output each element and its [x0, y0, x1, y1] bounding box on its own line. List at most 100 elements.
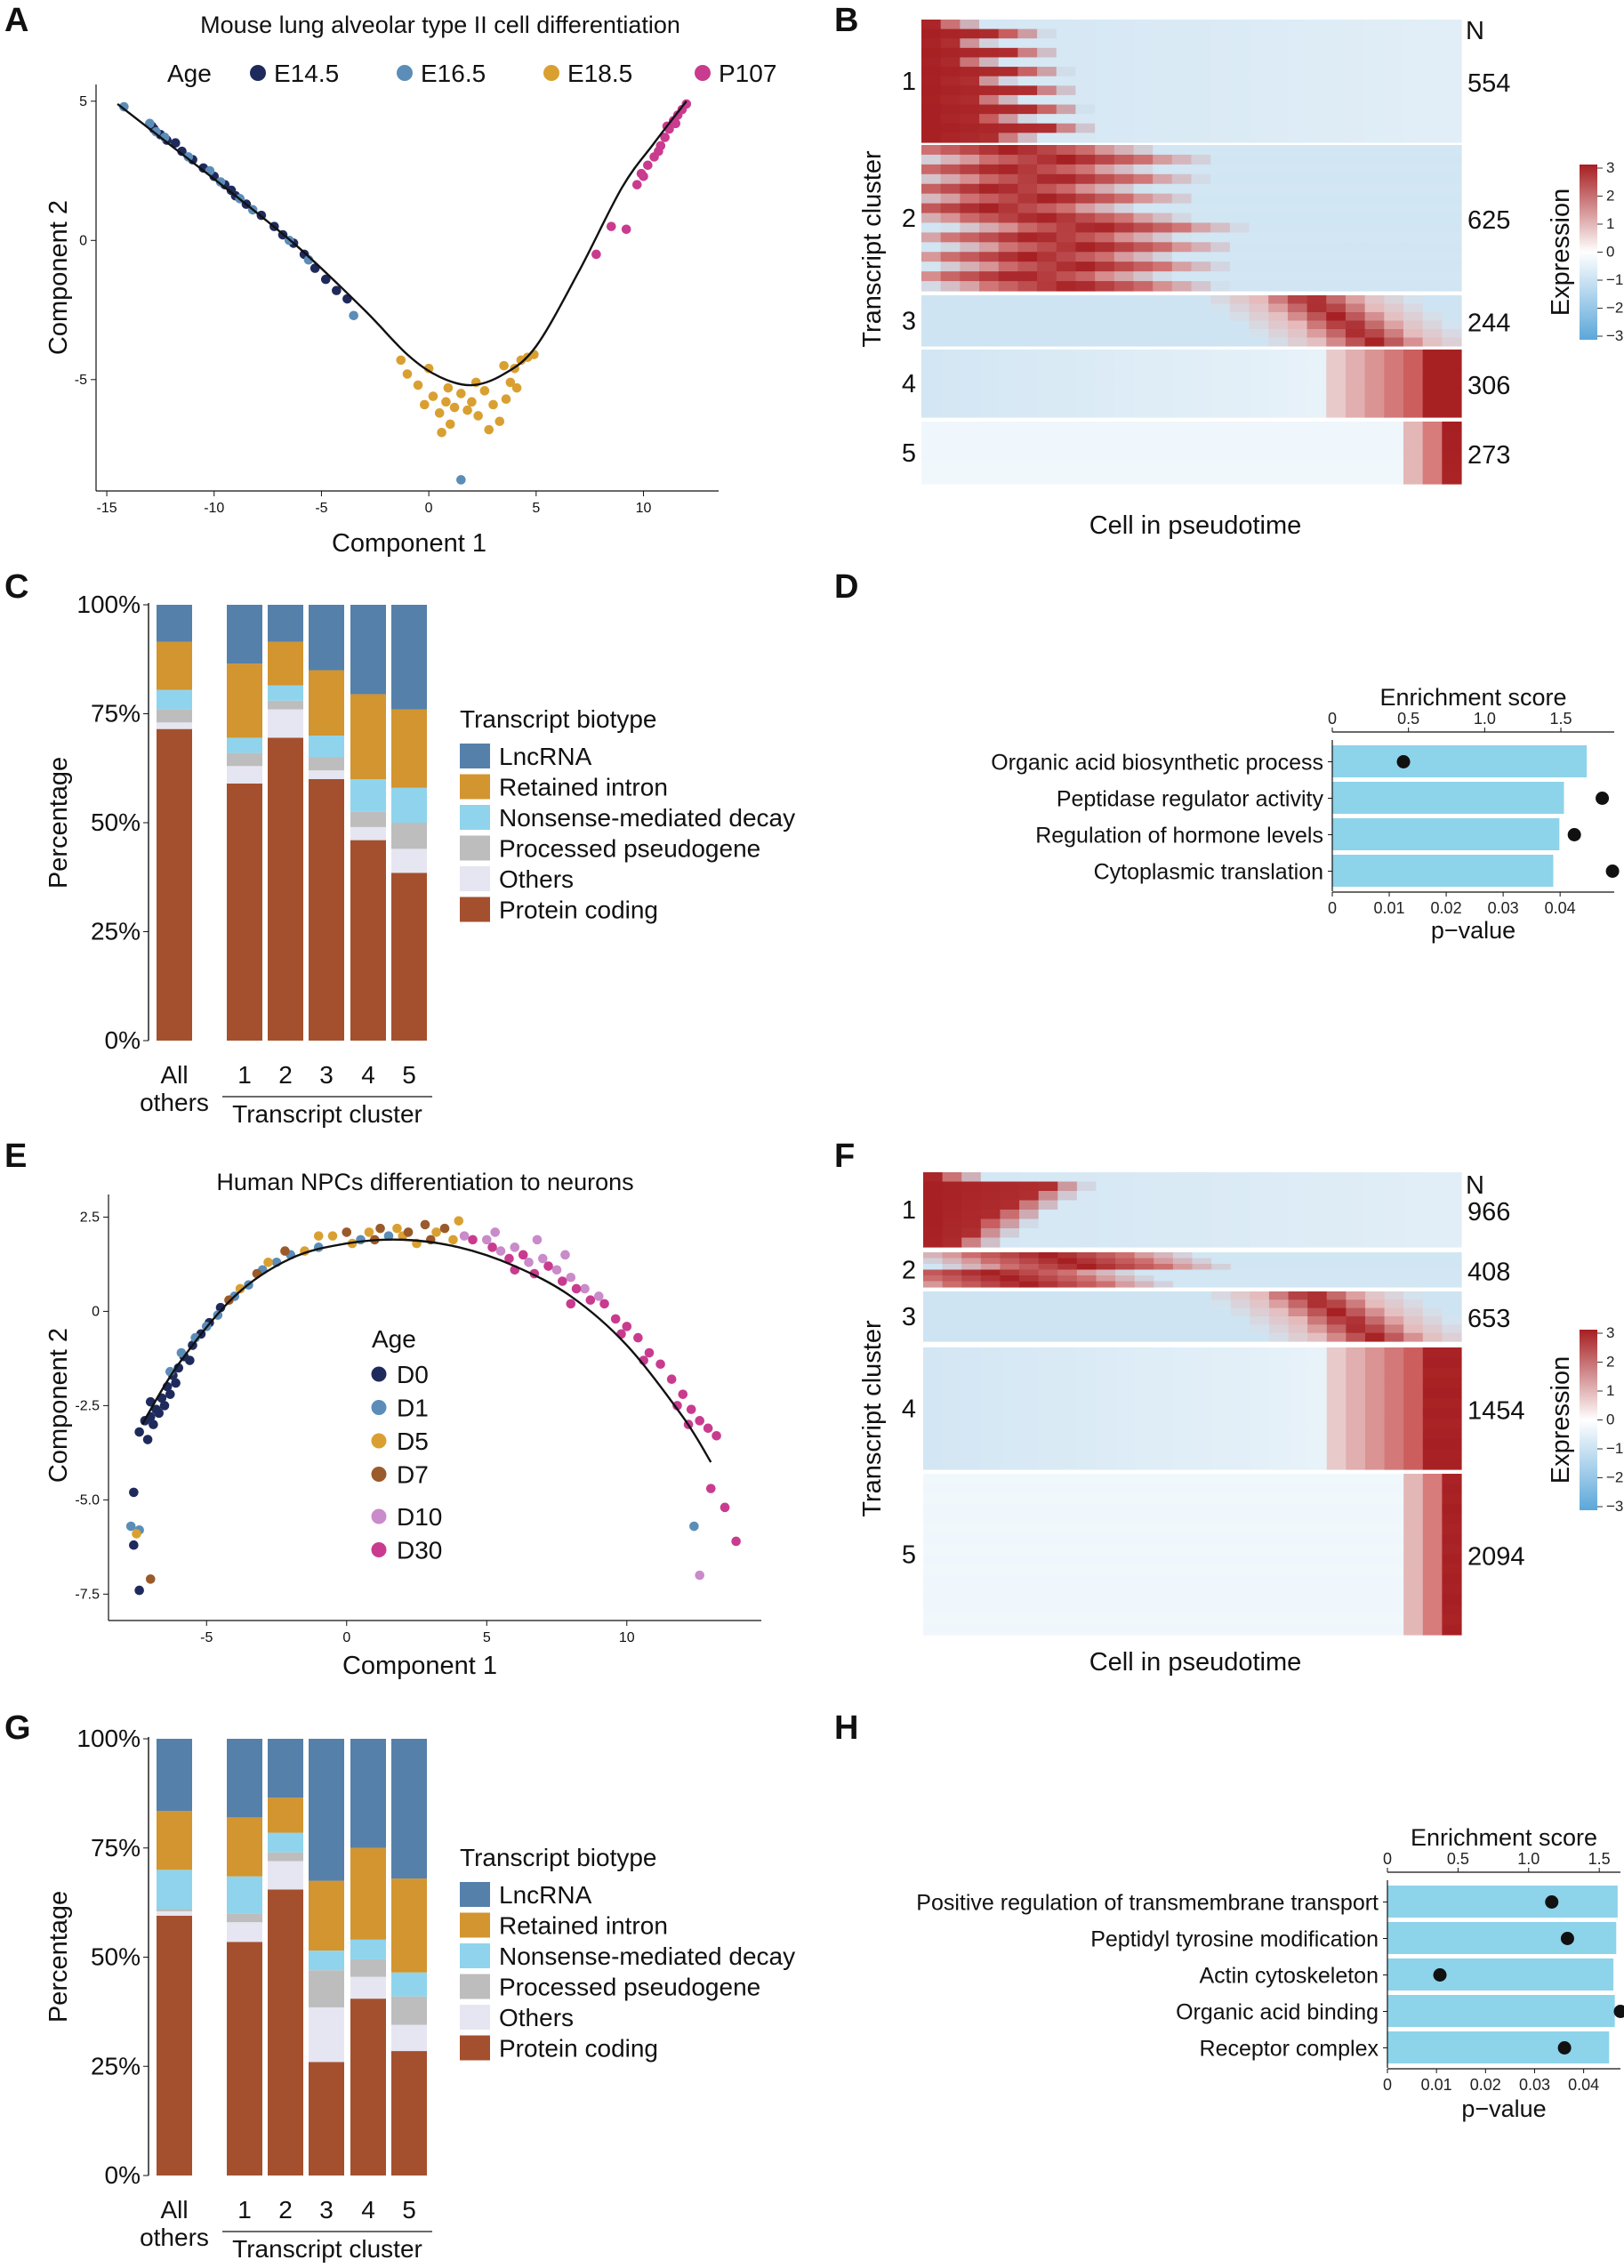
panel-b-cell-0-4-16	[1229, 57, 1250, 68]
panel-f-cell-4-13-20	[1307, 1604, 1328, 1615]
panel-f-cell-4-8-0	[923, 1554, 944, 1565]
panel-b-cell-4-1-13	[1171, 431, 1193, 443]
panel-b-cell-0-6-27	[1442, 76, 1462, 86]
panel-e-legend-label-d7: D7	[397, 1461, 429, 1489]
panel-f-cell-3-2-21	[1326, 1367, 1347, 1379]
panel-b-cell-0-0-22	[1345, 20, 1366, 30]
panel-f-cell-3-10-5	[1019, 1449, 1040, 1460]
panel-f-cell-4-10-20	[1307, 1574, 1328, 1586]
panel-f-cell-3-2-17	[1250, 1367, 1270, 1379]
panel-f-cell-0-4-0	[923, 1210, 944, 1220]
panel-b-cell-0-8-0	[921, 94, 942, 106]
panel-b-cell-0-6-15	[1210, 76, 1231, 86]
panel-f-cell-3-0-0	[923, 1347, 944, 1359]
panel-b-cell-4-1-20	[1306, 431, 1327, 443]
panel-b-cell-0-4-20	[1306, 57, 1327, 68]
panel-f-cell-4-10-5	[1019, 1574, 1040, 1586]
panel-f-cell-2-0-17	[1250, 1291, 1270, 1300]
panel-f-cell-4-8-26	[1422, 1554, 1443, 1565]
panel-b-cell-3-5-23	[1364, 398, 1385, 408]
panel-b-cell-1-1-21	[1326, 154, 1347, 165]
panel-b-cell-0-4-13	[1171, 57, 1193, 68]
panel-f-cell-4-10-8	[1076, 1574, 1097, 1586]
panel-b-cell-0-5-11	[1133, 67, 1154, 77]
panel-c-bar-1-retained-intron	[227, 664, 262, 738]
panel-f-cell-4-12-16	[1230, 1594, 1250, 1605]
panel-b-cell-1-8-11	[1133, 222, 1154, 233]
panel-a-xtick-label-4: 5	[532, 501, 540, 516]
panel-b-cell-2-2-5	[1017, 312, 1038, 322]
panel-f-cell-2-2-22	[1346, 1307, 1366, 1317]
panel-b-cell-1-5-18	[1268, 193, 1289, 205]
panel-b-cell-1-2-9	[1095, 164, 1115, 175]
panel-f-cell-0-0-12	[1154, 1172, 1174, 1183]
panel-b-cell-1-8-6	[1037, 222, 1057, 233]
panel-c-bar-3-processed-pseudogene	[309, 757, 344, 771]
panel-b-cell-4-3-6	[1037, 453, 1057, 464]
panel-b-cell-1-2-4	[998, 164, 1018, 175]
panel-f-cell-3-11-5	[1019, 1459, 1040, 1470]
panel-f-cell-2-2-23	[1364, 1307, 1386, 1317]
panel-f-cell-0-5-27	[1442, 1218, 1462, 1229]
panel-b-cell-1-6-26	[1422, 203, 1443, 214]
panel-b-cell-1-5-2	[960, 193, 980, 205]
panel-b-cell-4-0-4	[998, 422, 1018, 433]
panel-f-cell-4-12-20	[1307, 1594, 1328, 1605]
panel-f-cell-4-8-20	[1307, 1554, 1328, 1565]
panel-b-cell-1-12-10	[1113, 261, 1135, 272]
panel-f-cell-0-3-20	[1307, 1200, 1328, 1210]
panel-b-cell-0-11-23	[1364, 123, 1385, 133]
panel-b-cell-1-4-23	[1364, 183, 1385, 195]
panel-b-cell-4-1-1	[940, 431, 961, 443]
panel-f-cell-4-13-23	[1364, 1604, 1386, 1615]
panel-e-xlabel: Component 1	[342, 1652, 497, 1680]
panel-b-cell-2-3-3	[979, 320, 1000, 330]
panel-f-cell-2-3-15	[1211, 1316, 1232, 1325]
panel-b-cell-0-12-18	[1268, 133, 1289, 143]
panel-b-cell-0-10-25	[1403, 114, 1424, 125]
panel-f-cell-0-2-27	[1442, 1191, 1462, 1202]
panel-b-cell-0-3-15	[1210, 47, 1231, 59]
panel-f-cell-1-0-17	[1250, 1252, 1270, 1259]
panel-f-cell-0-3-1	[942, 1200, 962, 1210]
panel-f-cell-4-8-10	[1115, 1554, 1136, 1565]
panel-f-cell-1-0-8	[1076, 1252, 1097, 1259]
panel-f-cell-3-7-16	[1230, 1418, 1250, 1429]
panel-f-cell-1-1-16	[1230, 1258, 1250, 1265]
panel-f-cell-4-11-26	[1422, 1584, 1443, 1596]
panel-b-cell-0-0-0	[921, 20, 942, 30]
panel-b-cell-0-8-23	[1364, 94, 1385, 106]
panel-f-cluster-n-2: 408	[1467, 1259, 1510, 1287]
panel-f-cell-4-10-19	[1288, 1574, 1308, 1586]
panel-c-xlabel: Transcript cluster	[232, 1100, 422, 1128]
panel-b-cell-2-2-6	[1037, 312, 1057, 322]
panel-f-cell-0-4-14	[1192, 1210, 1212, 1220]
panel-f-cell-2-4-15	[1211, 1324, 1232, 1334]
panel-g-category-label-4-0: 4	[361, 2196, 375, 2224]
panel-f-cell-4-8-13	[1172, 1554, 1194, 1565]
panel-f-cell-4-13-0	[923, 1604, 944, 1615]
panel-b-cell-1-13-12	[1153, 271, 1173, 282]
panel-f-cell-4-4-1	[942, 1514, 962, 1525]
panel-f-cell-4-0-15	[1211, 1474, 1232, 1484]
panel-b-cell-3-5-2	[960, 398, 980, 408]
panel-g-bar-4-retained-intron	[350, 1847, 386, 1940]
panel-b-cell-0-0-3	[979, 20, 1000, 30]
panel-b-cell-1-5-23	[1364, 193, 1385, 205]
panel-b-cell-2-4-16	[1229, 329, 1250, 339]
panel-e-point-d7-9	[420, 1219, 430, 1230]
panel-b-cell-0-12-16	[1229, 133, 1250, 143]
panel-b-cell-1-6-19	[1287, 203, 1308, 214]
panel-f-cell-4-14-18	[1268, 1614, 1290, 1626]
panel-b-cell-3-5-10	[1113, 398, 1135, 408]
panel-b-cell-3-4-23	[1364, 388, 1385, 398]
panel-b-cell-1-9-17	[1249, 232, 1269, 243]
panel-b-cell-1-11-14	[1191, 252, 1211, 262]
panel-f-cell-3-2-24	[1384, 1367, 1404, 1379]
panel-b-cell-1-0-5	[1017, 145, 1038, 156]
panel-f-cell-4-5-26	[1422, 1524, 1443, 1535]
panel-f-cell-4-1-10	[1115, 1484, 1136, 1495]
panel-b-cell-2-4-5	[1017, 329, 1038, 339]
panel-g-ytick-label-0: 0%	[105, 2161, 141, 2189]
